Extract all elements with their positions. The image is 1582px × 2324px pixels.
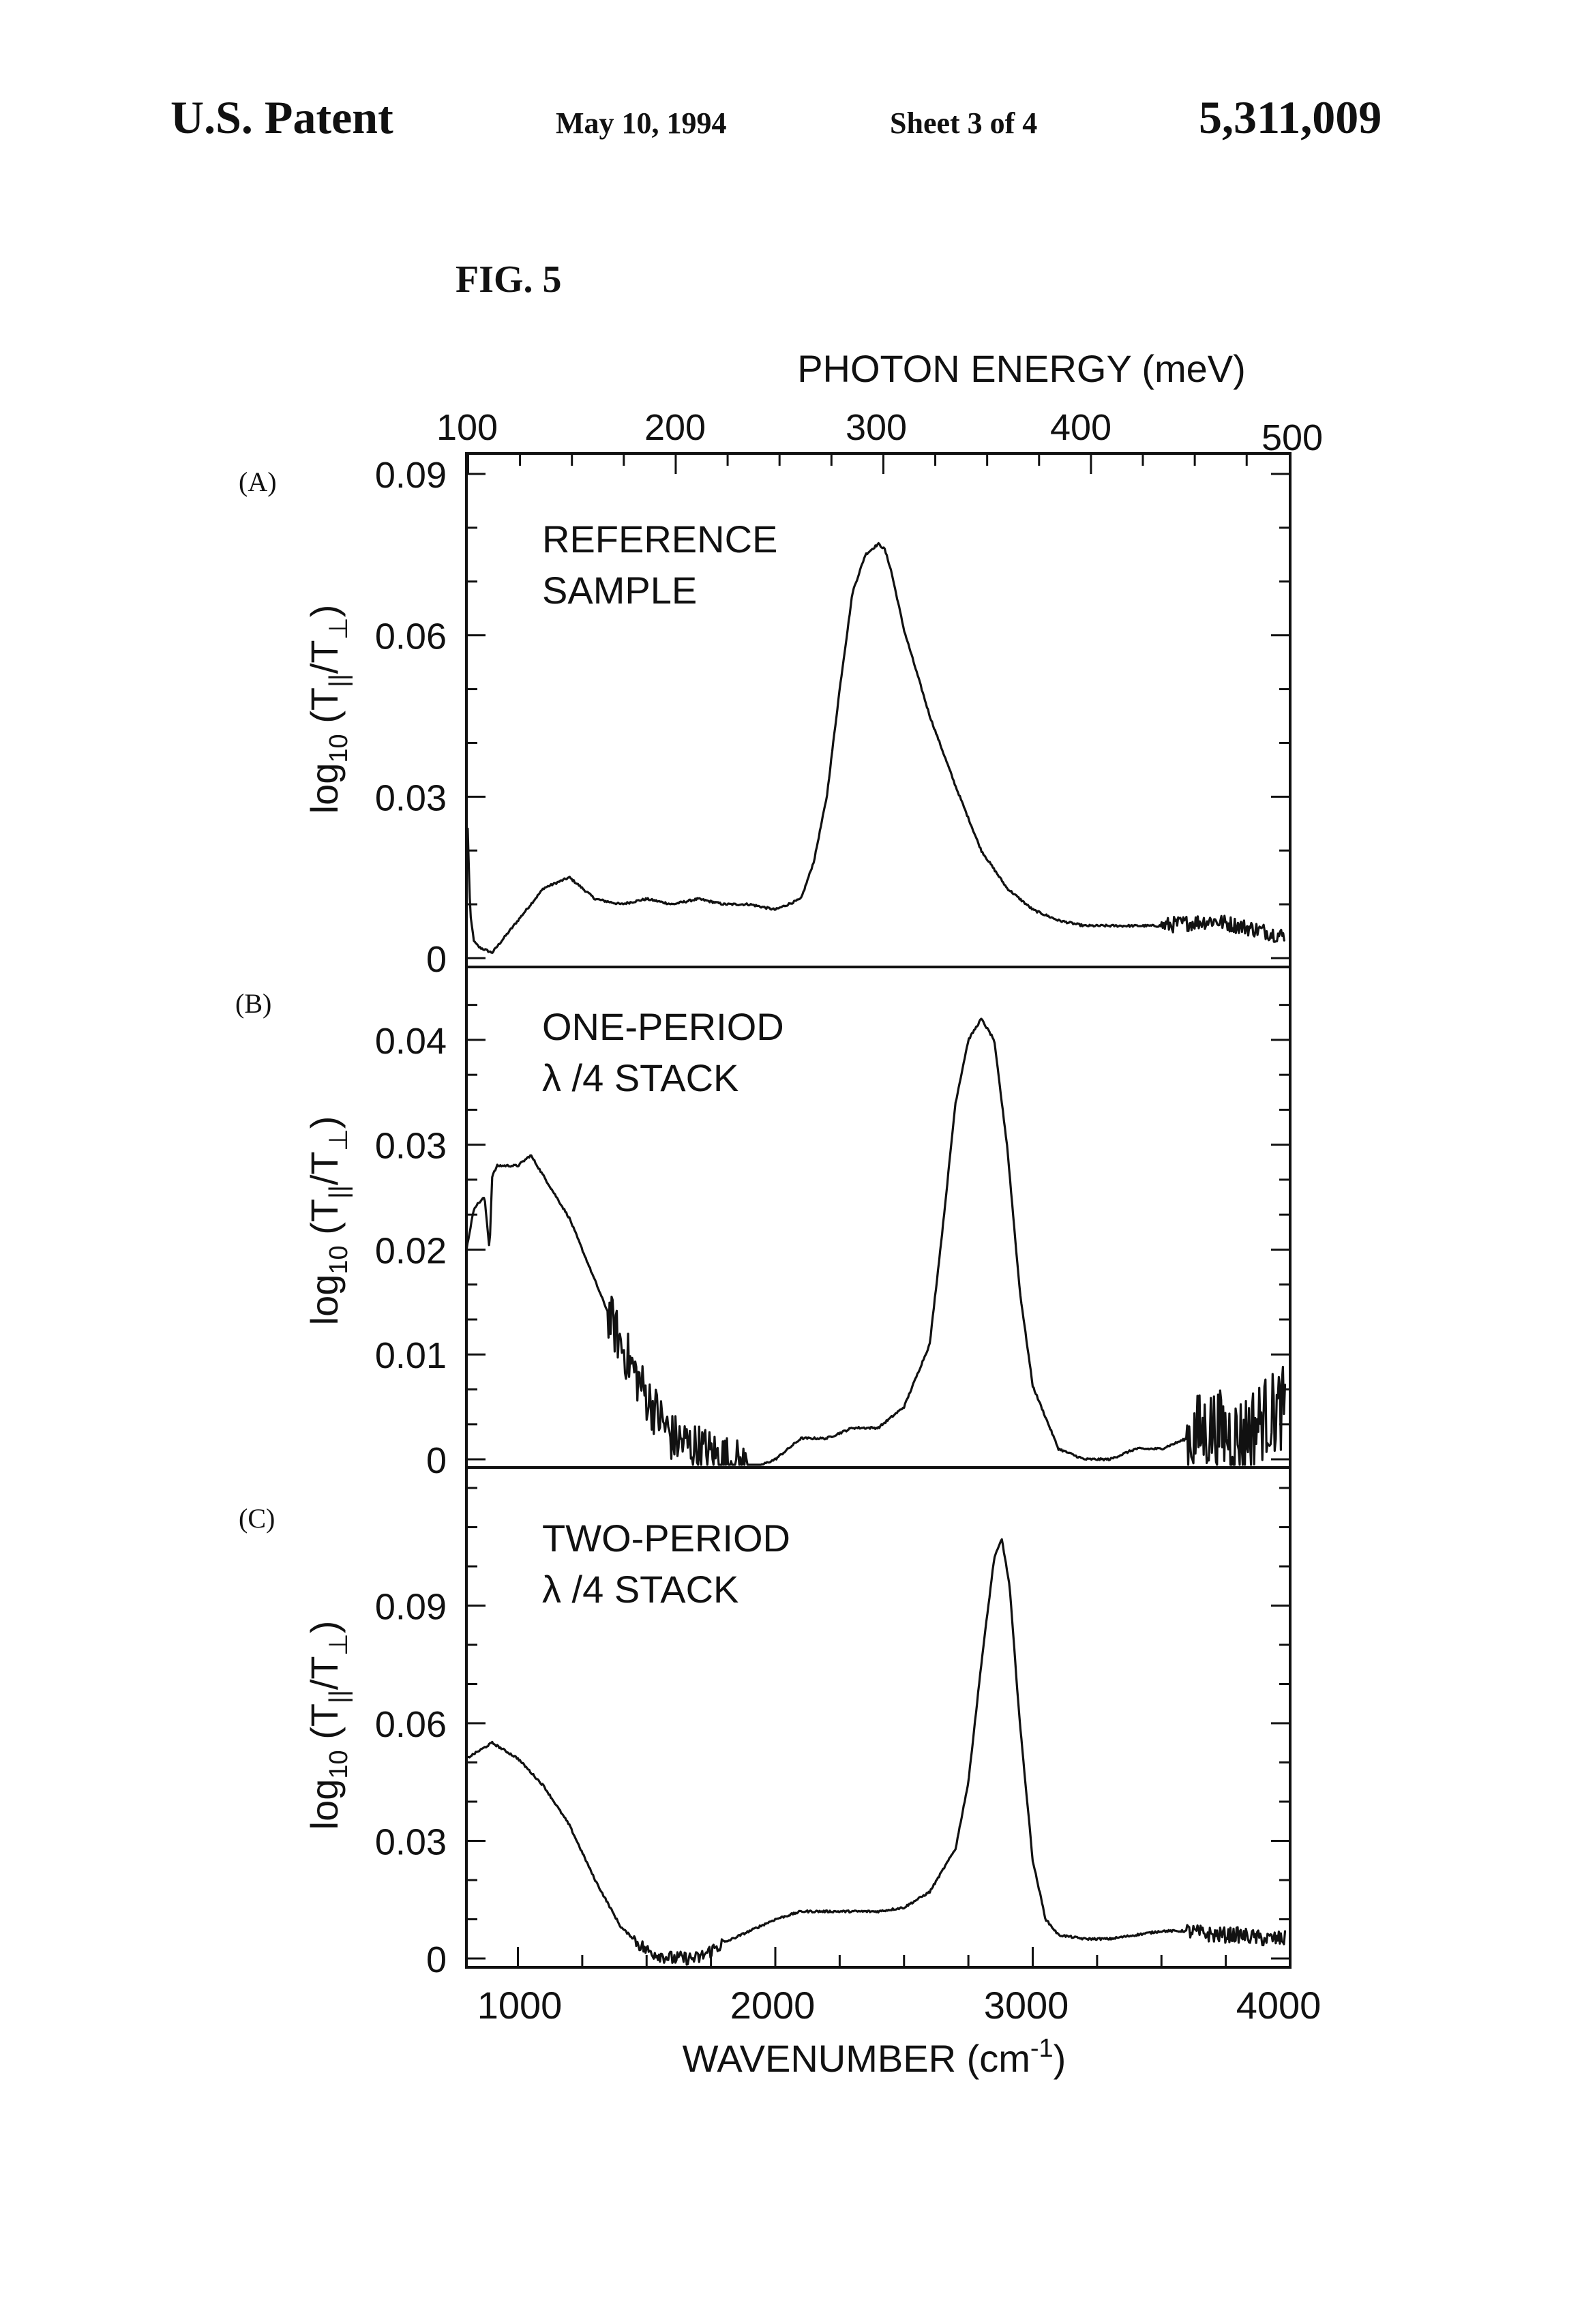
bottom-tick-label-3000: 3000 [984,1984,1069,2027]
y-tick-label: 0 [426,939,447,980]
top-tick-label-100: 100 [436,407,498,448]
y-title-sub: 10 [325,1245,353,1274]
top-axis-title: PHOTON ENERGY (meV) [797,347,1246,390]
patent-number: 5,311,009 [1199,91,1382,143]
y-title-par: || [325,1690,353,1703]
bottom-tick-label-2000: 2000 [730,1984,816,2027]
panel-c-annotation-line1: TWO-PERIOD [542,1517,790,1560]
svg-text:log10 (T||/T⊥): log10 (T||/T⊥) [303,605,353,814]
panel-label-b: (B) [235,988,271,1019]
figure-title: FIG. 5 [456,258,562,301]
x-title-main: WAVENUMBER (cm [683,2037,1030,2080]
y-title-sub: 10 [325,734,353,762]
patent-label: U.S. Patent [170,91,393,143]
top-tick-label-200: 200 [644,407,706,448]
y-axis-title-c: log10 (T||/T⊥) [303,1621,353,1830]
y-tick-label: 0.03 [375,1822,447,1863]
y-title-mid: /T [303,1151,346,1185]
y-tick-label: 0.01 [375,1335,447,1376]
y-title-perp: ⊥ [325,1129,353,1151]
y-title-log: log [303,1275,346,1326]
top-axis-ticks [468,453,1247,474]
y-title-par: || [325,674,353,687]
y-title-log: log [303,763,346,814]
y-title-perp: ⊥ [325,617,353,640]
y-tick-label: 0.04 [375,1021,447,1062]
top-tick-label-400: 400 [1050,407,1111,448]
y-title-par: || [325,1185,353,1199]
plot-frame [466,453,1290,1967]
y-axis-title-b: log10 (T||/T⊥) [303,1116,353,1326]
y-tick-label: 0.03 [375,777,447,818]
y-title-log: log [303,1779,346,1830]
bottom-tick-label-1000: 1000 [477,1984,563,2027]
y-tick-label: 0.03 [375,1126,447,1167]
y-axis-title-a: log10 (T||/T⊥) [303,605,353,814]
x-title-sup: -1 [1030,2034,1054,2063]
panel-a-annotation-line1: REFERENCE [542,518,777,561]
svg-text:log10 (T||/T⊥): log10 (T||/T⊥) [303,1116,353,1326]
y-title-sub: 10 [325,1750,353,1778]
panel-label-c: (C) [239,1503,275,1534]
y-title-rest: (T [303,1703,346,1750]
panel-b-annotation-line1: ONE-PERIOD [542,1005,784,1048]
y-tick-label: 0.06 [375,616,447,657]
patent-date: May 10, 1994 [556,106,727,140]
panel-a-annotation-line2: SAMPLE [542,569,697,612]
panel-b-annotation-line2: λ /4 STACK [542,1056,738,1099]
bottom-axis-ticks [518,1947,1291,1967]
x-title-close: ) [1054,2037,1066,2080]
y-title-mid: /T [303,1656,346,1690]
bottom-tick-label-4000: 4000 [1236,1984,1322,2027]
y-title-close: ) [303,1621,346,1634]
panel-label-a: (A) [239,466,277,497]
svg-text:log10 (T||/T⊥): log10 (T||/T⊥) [303,1621,353,1830]
sheet-number: Sheet 3 of 4 [890,106,1037,140]
y-tick-label: 0 [426,1939,447,1980]
chart-panels: 00.030.060.0900.010.020.030.0400.030.060… [375,455,1290,1980]
y-tick-label: 0.06 [375,1704,447,1745]
top-tick-label-300: 300 [846,407,907,448]
y-title-close: ) [303,605,346,618]
panel-b: 0 0.01 0.02 0.03 0.04 [375,1005,1290,1481]
panel-a: 0 0.03 0.06 0.09 [375,455,1290,980]
y-title-mid: /T [303,640,346,674]
bottom-axis-title: WAVENUMBER (cm-1) [683,2034,1066,2080]
panel-c: 0 0.03 0.06 0.09 [375,1488,1290,1980]
y-tick-label: 0.02 [375,1230,447,1271]
y-tick-label: 0 [426,1440,447,1481]
y-title-close: ) [303,1116,346,1129]
panel-c-annotation-line2: λ /4 STACK [542,1568,738,1611]
y-tick-label: 0.09 [375,1587,447,1628]
y-title-rest: (T [303,1199,346,1245]
y-title-perp: ⊥ [325,1633,353,1656]
y-title-rest: (T [303,687,346,734]
y-tick-label: 0.09 [375,455,447,496]
